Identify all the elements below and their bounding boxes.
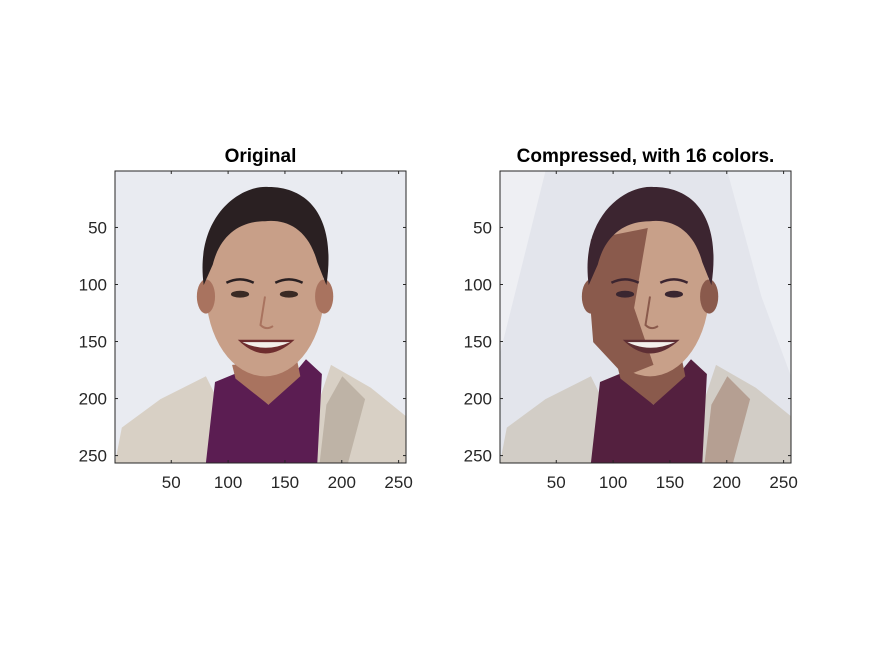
eye-left (615, 290, 635, 298)
x-tick-label: 250 (769, 473, 797, 492)
shirt (205, 359, 322, 463)
y-tick-label: 50 (473, 218, 492, 237)
jacket-lapel (704, 376, 751, 463)
bg-band (500, 171, 546, 354)
nose (644, 296, 659, 330)
jacket-left (115, 376, 218, 463)
hair (202, 186, 329, 286)
jacket-lapel (319, 376, 366, 463)
ear-left (581, 279, 601, 314)
panel-title: Compressed, with 16 colors. (517, 146, 775, 167)
x-tick-label: 250 (384, 473, 412, 492)
face (205, 205, 325, 377)
x-tick-label: 50 (547, 473, 566, 492)
bg-band (727, 171, 791, 377)
eye-left (230, 290, 250, 298)
x-tick-label: 150 (656, 473, 684, 492)
eye-right (664, 290, 684, 298)
face-shadow (588, 228, 654, 377)
panel-title: Original (225, 146, 297, 167)
brow-right (659, 278, 689, 284)
ear-right (315, 279, 334, 314)
y-tick-label: 200 (464, 390, 492, 409)
axes-frame (499, 170, 792, 464)
y-tick-label: 250 (79, 447, 107, 466)
shirt (590, 359, 707, 463)
y-tick-label: 200 (79, 390, 107, 409)
y-tick-label: 100 (464, 275, 492, 294)
x-tick-label: 100 (599, 473, 627, 492)
panel-compressed: 50 100 150 200 250 50 100 150 200 250 Compressed, … (464, 146, 798, 492)
y-tick-label: 150 (79, 333, 107, 352)
nose (259, 296, 274, 330)
y-tick-label: 150 (464, 333, 492, 352)
axes-frame (114, 170, 407, 464)
teeth (242, 342, 291, 348)
brow-right (274, 278, 304, 284)
y-tick-label: 250 (464, 447, 492, 466)
x-tick-label: 200 (713, 473, 741, 492)
image-compressed (500, 171, 791, 463)
image-original (115, 171, 406, 463)
y-tick-label: 50 (88, 218, 107, 237)
teeth (627, 342, 676, 348)
jacket-left (500, 376, 603, 463)
y-tick-label: 100 (79, 275, 107, 294)
ear-left (196, 279, 216, 314)
ear-right (700, 279, 719, 314)
brow-left (225, 278, 255, 284)
hair (587, 186, 714, 286)
x-tick-label: 200 (328, 473, 356, 492)
x-tick-label: 100 (214, 473, 242, 492)
brow-left (610, 278, 640, 284)
x-tick-label: 50 (162, 473, 181, 492)
x-tick-label: 150 (271, 473, 299, 492)
panel-original: 50 100 150 200 250 50 100 150 200 250 Original (79, 146, 413, 492)
eye-right (279, 290, 299, 298)
